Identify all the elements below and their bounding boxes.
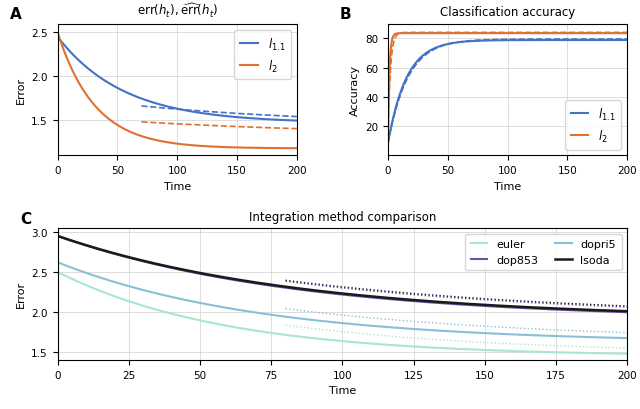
$l_{1.1}$: [54, 35, 61, 40]
$l_2$: [170, 142, 178, 146]
Line: $l_2$: $l_2$: [388, 34, 627, 144]
$l_{1.1}$: [494, 39, 502, 44]
$l_{1.1}$: [286, 119, 294, 124]
$l_2$: [396, 31, 404, 36]
$l_2$: [494, 31, 502, 36]
Title: Classification accuracy: Classification accuracy: [440, 6, 575, 19]
$l_{1.1}$: [616, 38, 624, 43]
$l_{1.1}$: [384, 142, 392, 147]
$l_2$: [242, 146, 250, 151]
$l_{1.1}$: [500, 38, 508, 43]
$l_{1.1}$: [170, 106, 178, 111]
$l_2$: [623, 31, 631, 36]
Line: $l_{1.1}$: $l_{1.1}$: [388, 41, 627, 144]
Y-axis label: Error: Error: [16, 77, 26, 104]
$l_2$: [286, 146, 294, 151]
$l_{1.1}$: [623, 38, 631, 43]
Text: B: B: [340, 7, 351, 22]
$l_{1.1}$: [616, 38, 624, 43]
Line: $l_2$: $l_2$: [58, 33, 297, 149]
$l_2$: [573, 31, 580, 36]
$l_2$: [66, 63, 74, 68]
$l_2$: [384, 142, 392, 147]
$l_{1.1}$: [164, 105, 172, 110]
$l_2$: [293, 146, 301, 151]
Legend: $l_{1.1}$, $l_2$: $l_{1.1}$, $l_2$: [564, 100, 621, 150]
Line: $l_{1.1}$: $l_{1.1}$: [58, 38, 297, 121]
$l_{1.1}$: [242, 116, 250, 121]
Legend: $l_{1.1}$, $l_2$: $l_{1.1}$, $l_2$: [234, 30, 291, 80]
Text: C: C: [20, 211, 32, 226]
$l_{1.1}$: [286, 119, 294, 124]
$l_2$: [439, 31, 447, 36]
X-axis label: Time: Time: [494, 181, 521, 191]
Y-axis label: Error: Error: [16, 281, 26, 308]
$l_2$: [286, 146, 294, 151]
$l_{1.1}$: [396, 92, 404, 97]
$l_{1.1}$: [572, 38, 580, 43]
$l_2$: [54, 31, 61, 36]
$l_2$: [616, 31, 624, 36]
Text: A: A: [10, 7, 22, 22]
Title: Integration method comparison: Integration method comparison: [249, 210, 436, 223]
Title: $\mathrm{err}(h_t), \widehat{\mathrm{err}}(h_t)$: $\mathrm{err}(h_t), \widehat{\mathrm{err…: [137, 2, 218, 20]
Legend: euler, dop853, dopri5, lsoda: euler, dop853, dopri5, lsoda: [465, 234, 621, 270]
Y-axis label: Accuracy: Accuracy: [349, 65, 360, 116]
$l_2$: [164, 140, 172, 145]
$l_2$: [616, 31, 624, 36]
X-axis label: Time: Time: [164, 181, 191, 191]
$l_{1.1}$: [66, 49, 74, 54]
$l_{1.1}$: [293, 119, 301, 124]
$l_2$: [500, 31, 508, 36]
X-axis label: Time: Time: [329, 385, 356, 395]
